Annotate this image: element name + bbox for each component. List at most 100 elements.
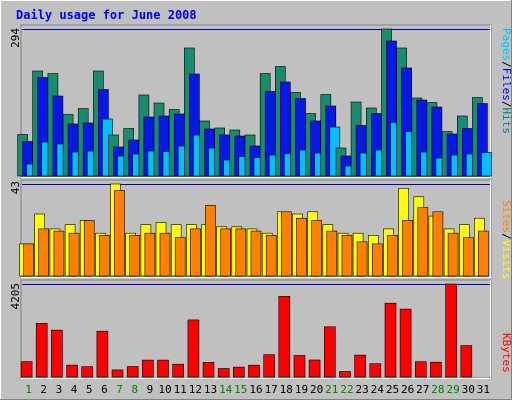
bar-kbytes-day-2 xyxy=(35,322,48,378)
bar-sites-day-20 xyxy=(311,220,322,277)
legend-kbytes: KBytes xyxy=(500,333,512,373)
bar-sites-day-6 xyxy=(99,235,110,277)
legend-slash: / xyxy=(500,61,512,68)
bar-sites-day-29 xyxy=(447,232,459,277)
bar-kbytes-day-3 xyxy=(51,329,63,378)
bar-sites-day-2 xyxy=(38,228,50,277)
bar-sites-day-23 xyxy=(356,241,368,277)
x-label-day-14: 14 xyxy=(219,383,233,396)
bar-kbytes-day-29 xyxy=(445,283,457,378)
x-label-day-11: 11 xyxy=(174,383,187,396)
x-label-day-13: 13 xyxy=(204,383,217,396)
bar-kbytes-day-14 xyxy=(217,368,230,378)
bar-kbytes-day-30 xyxy=(460,345,473,378)
bar-sites-day-31 xyxy=(478,230,489,277)
visits-panel-max-label: 43 xyxy=(9,181,22,194)
x-label-day-12: 12 xyxy=(189,383,202,396)
x-label-day-23: 23 xyxy=(355,383,368,396)
bar-kbytes-day-18 xyxy=(278,295,291,378)
legend-sites: Sites xyxy=(500,200,512,233)
x-label-day-6: 6 xyxy=(101,383,108,396)
bar-sites-day-14 xyxy=(220,228,231,277)
bar-kbytes-day-20 xyxy=(308,359,321,378)
bar-kbytes-day-22 xyxy=(339,371,351,378)
chart-title: Daily usage for June 2008 xyxy=(16,8,197,22)
bar-sites-day-1 xyxy=(23,243,34,277)
bar-sites-day-19 xyxy=(296,217,307,277)
kbytes-panel: 4205 KBytes xyxy=(9,279,512,379)
x-axis-day-labels: 1 2 3 4 5 6 7 8 9 10 11 12 13 14 15 16 17 18 19 20 21 22 23 24 2… xyxy=(25,383,490,396)
hits-panel-max-label: 294 xyxy=(9,28,22,48)
x-label-day-28: 28 xyxy=(431,383,444,396)
bar-sites-day-22 xyxy=(341,235,353,277)
x-label-day-19: 19 xyxy=(295,383,308,396)
bar-sites-day-9 xyxy=(144,232,156,277)
x-label-day-15: 15 xyxy=(234,383,247,396)
x-label-day-22: 22 xyxy=(340,383,353,396)
bar-kbytes-day-12 xyxy=(187,319,200,378)
x-label-day-17: 17 xyxy=(265,383,278,396)
x-label-day-4: 4 xyxy=(71,383,78,396)
bar-kbytes-day-27 xyxy=(414,361,427,378)
bar-sites-day-13 xyxy=(205,205,216,277)
bar-kbytes-day-21 xyxy=(323,326,336,378)
bar-kbytes-day-16 xyxy=(248,364,260,378)
bar-kbytes-day-28 xyxy=(430,361,442,378)
bar-sites-day-8 xyxy=(129,235,140,277)
bar-kbytes-day-26 xyxy=(399,308,412,378)
bar-kbytes-day-13 xyxy=(202,361,215,378)
bar-kbytes-day-19 xyxy=(293,355,306,378)
bar-sites-day-27 xyxy=(417,207,429,277)
bar-kbytes-day-24 xyxy=(369,363,382,378)
bar-sites-day-21 xyxy=(326,230,338,277)
bar-sites-day-10 xyxy=(159,232,171,277)
visits-panel-legend: Sites/Visits xyxy=(500,200,512,280)
bar-sites-day-12 xyxy=(190,228,201,277)
bar-kbytes-day-1 xyxy=(20,361,33,378)
bar-kbytes-day-4 xyxy=(66,364,78,378)
visits-panel: 43 Sites/Visits xyxy=(9,179,512,280)
bar-kbytes-day-10 xyxy=(157,359,169,378)
x-label-day-24: 24 xyxy=(371,383,385,396)
bar-sites-day-24 xyxy=(371,243,383,277)
x-label-day-29: 29 xyxy=(446,383,459,396)
x-label-day-18: 18 xyxy=(280,383,293,396)
x-label-day-21: 21 xyxy=(325,383,338,396)
bar-kbytes-day-6 xyxy=(96,330,109,378)
bar-sites-day-28 xyxy=(432,211,444,277)
bar-sites-day-4 xyxy=(68,232,80,277)
legend-slash: / xyxy=(500,101,512,108)
x-label-day-20: 20 xyxy=(310,383,323,396)
bar-kbytes-day-5 xyxy=(81,366,93,378)
bar-kbytes-day-17 xyxy=(263,354,276,378)
x-label-day-16: 16 xyxy=(249,383,262,396)
bar-kbytes-day-7 xyxy=(111,369,124,378)
bar-pages-day-31 xyxy=(481,152,492,177)
hits-panel-legend: Pages/Files/Hits xyxy=(500,28,512,134)
bar-sites-day-25 xyxy=(387,235,398,277)
x-label-day-7: 7 xyxy=(116,383,123,396)
bar-sites-day-26 xyxy=(402,220,413,277)
bar-sites-day-16 xyxy=(250,230,262,277)
bar-sites-day-3 xyxy=(53,230,65,277)
x-label-day-2: 2 xyxy=(40,383,47,396)
x-label-day-9: 9 xyxy=(147,383,154,396)
bar-kbytes-day-25 xyxy=(384,302,397,378)
x-label-day-3: 3 xyxy=(56,383,63,396)
bar-kbytes-day-8 xyxy=(126,366,139,378)
bar-kbytes-day-9 xyxy=(142,359,154,378)
bar-kbytes-day-23 xyxy=(354,354,366,378)
legend-pages: Pages xyxy=(500,28,512,61)
legend-files: Files xyxy=(500,68,512,101)
x-label-day-1: 1 xyxy=(25,383,32,396)
hits-panel: 294 Pages/Files/Hits xyxy=(9,24,512,178)
bar-sites-day-5 xyxy=(83,220,95,277)
legend-visits: Visits xyxy=(500,240,512,280)
bar-sites-day-30 xyxy=(462,237,474,277)
bar-sites-day-7 xyxy=(114,190,125,277)
bar-sites-day-17 xyxy=(265,235,277,277)
x-label-day-27: 27 xyxy=(416,383,429,396)
bar-kbytes-day-15 xyxy=(233,366,245,378)
bar-sites-day-18 xyxy=(280,211,292,277)
